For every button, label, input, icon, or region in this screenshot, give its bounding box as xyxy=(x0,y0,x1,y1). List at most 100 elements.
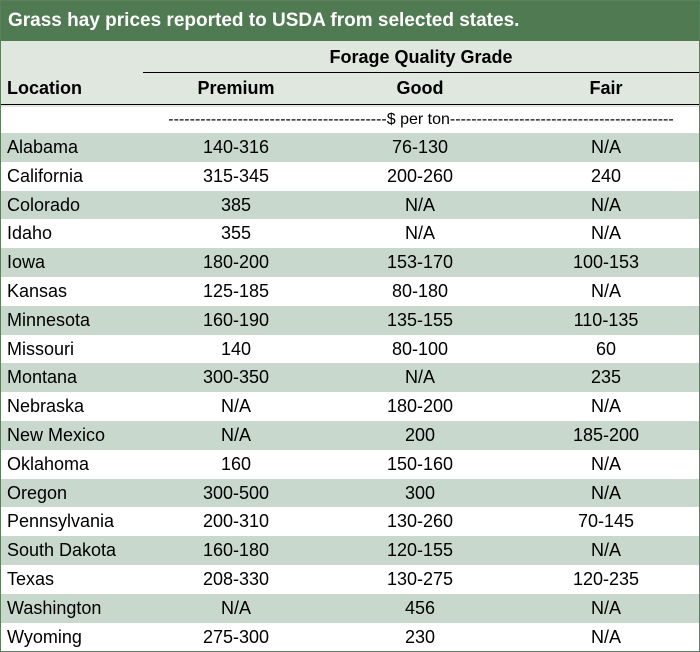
good-cell: 80-180 xyxy=(391,280,449,301)
good-cell: 200 xyxy=(404,424,436,445)
premium-cell: 160-180 xyxy=(202,540,270,561)
table-row: Kansas 125-185 80-180 N/A xyxy=(1,276,699,306)
fair-cell: N/A xyxy=(590,280,621,301)
premium-cell: 315-345 xyxy=(202,165,270,186)
location-cell: Texas xyxy=(7,568,55,589)
table-row: Colorado 385 N/A N/A xyxy=(1,190,699,220)
good-cell: N/A xyxy=(404,194,435,215)
header-rule xyxy=(1,104,699,105)
table-row: Iowa 180-200 153-170 100-153 xyxy=(1,248,699,277)
premium-cell: 125-185 xyxy=(202,280,270,301)
table-row: Idaho 355 N/A N/A xyxy=(1,219,699,249)
fair-cell: N/A xyxy=(590,396,621,417)
good-cell: 200-260 xyxy=(386,165,454,186)
premium-cell: 208-330 xyxy=(202,568,270,589)
good-cell: N/A xyxy=(404,223,435,244)
fair-cell: N/A xyxy=(590,137,621,157)
fair-cell: N/A xyxy=(590,482,621,503)
column-header-good: Good xyxy=(396,78,444,98)
fair-cell: 70-145 xyxy=(577,511,635,532)
fair-cell: N/A xyxy=(590,453,621,474)
table-row: Missouri 140 80-100 60 xyxy=(1,334,699,364)
location-cell: Oklahoma xyxy=(7,453,90,474)
location-cell: Minnesota xyxy=(7,309,91,330)
table-row: Montana 300-350 N/A 235 xyxy=(1,363,699,393)
fair-cell: 100-153 xyxy=(572,252,640,273)
premium-cell: N/A xyxy=(220,597,251,618)
location-cell: Nebraska xyxy=(7,396,85,417)
premium-cell: 200-310 xyxy=(202,511,270,532)
fair-cell: 240 xyxy=(590,165,622,186)
location-cell: Missouri xyxy=(7,338,75,359)
table-row: Wyoming 275-300 230 N/A xyxy=(1,622,699,652)
table-row: Alabama 140-316 76-130 N/A xyxy=(1,133,699,162)
fair-cell: 60 xyxy=(595,338,617,359)
location-cell: Idaho xyxy=(7,223,53,244)
fair-cell: 235 xyxy=(590,367,622,388)
fair-cell: N/A xyxy=(590,223,621,244)
table-row: Nebraska N/A 180-200 N/A xyxy=(1,392,699,421)
location-cell: South Dakota xyxy=(7,540,117,561)
good-cell: N/A xyxy=(404,367,435,388)
table-row: South Dakota 160-180 120-155 N/A xyxy=(1,536,699,565)
column-header-location: Location xyxy=(7,78,82,98)
table-row: Oklahoma 160 150-160 N/A xyxy=(1,449,699,479)
fair-cell: 185-200 xyxy=(572,424,640,445)
fair-cell: 120-235 xyxy=(572,568,640,589)
premium-cell: 180-200 xyxy=(202,252,270,273)
location-cell: Kansas xyxy=(7,280,68,301)
unit-label: ----------------------------------------… xyxy=(168,111,674,128)
table-row: Minnesota 160-190 135-155 110-135 xyxy=(1,305,699,335)
premium-cell: 300-500 xyxy=(202,482,270,503)
fair-cell: N/A xyxy=(590,540,621,561)
good-cell: 76-130 xyxy=(391,137,449,157)
good-cell: 130-260 xyxy=(386,511,454,532)
good-cell: 80-100 xyxy=(391,338,449,359)
location-cell: Wyoming xyxy=(7,626,82,647)
table-title: Grass hay prices reported to USDA from s… xyxy=(1,1,699,41)
grade-group-rule xyxy=(143,72,699,73)
good-cell: 135-155 xyxy=(386,309,454,330)
location-cell: Montana xyxy=(7,367,78,388)
table-row: Pennsylvania 200-310 130-260 70-145 xyxy=(1,507,699,537)
premium-cell: 160 xyxy=(220,453,252,474)
fair-cell: 110-135 xyxy=(573,309,639,330)
column-header-premium: Premium xyxy=(197,78,275,98)
unit-row: ----------------------------------------… xyxy=(1,107,699,133)
location-cell: Pennsylvania xyxy=(7,511,115,532)
premium-cell: 160-190 xyxy=(202,309,270,330)
grade-group-label: Forage Quality Grade xyxy=(329,47,513,67)
table-row: New Mexico N/A 200 185-200 xyxy=(1,420,699,450)
good-cell: 180-200 xyxy=(386,396,454,417)
premium-cell: 385 xyxy=(220,194,252,215)
table-row: California 315-345 200-260 240 xyxy=(1,161,699,191)
good-cell: 300 xyxy=(404,482,436,503)
fair-cell: N/A xyxy=(590,597,621,618)
premium-cell: 140-316 xyxy=(202,137,270,157)
premium-cell: N/A xyxy=(220,424,251,445)
good-cell: 150-160 xyxy=(386,453,454,474)
table-row: Washington N/A 456 N/A xyxy=(1,593,699,623)
premium-cell: 355 xyxy=(220,223,252,244)
premium-cell: 300-350 xyxy=(202,367,270,388)
good-cell: 153-170 xyxy=(386,252,454,273)
fair-cell: N/A xyxy=(590,194,621,215)
premium-cell: N/A xyxy=(220,396,251,417)
premium-cell: 140 xyxy=(220,338,252,359)
fair-cell: N/A xyxy=(590,626,621,647)
location-cell: Colorado xyxy=(7,194,81,215)
location-cell: Alabama xyxy=(7,137,79,157)
location-cell: Washington xyxy=(7,597,102,618)
table-header: Forage Quality Grade Location Premium Go… xyxy=(1,41,699,117)
location-cell: New Mexico xyxy=(7,424,106,445)
good-cell: 130-275 xyxy=(386,568,454,589)
good-cell: 120-155 xyxy=(386,540,454,561)
table-row: Oregon 300-500 300 N/A xyxy=(1,478,699,508)
location-cell: Oregon xyxy=(7,482,68,503)
good-cell: 456 xyxy=(404,597,436,618)
premium-cell: 275-300 xyxy=(202,626,270,647)
column-header-fair: Fair xyxy=(589,78,623,98)
location-cell: Iowa xyxy=(7,252,46,273)
good-cell: 230 xyxy=(404,626,436,647)
